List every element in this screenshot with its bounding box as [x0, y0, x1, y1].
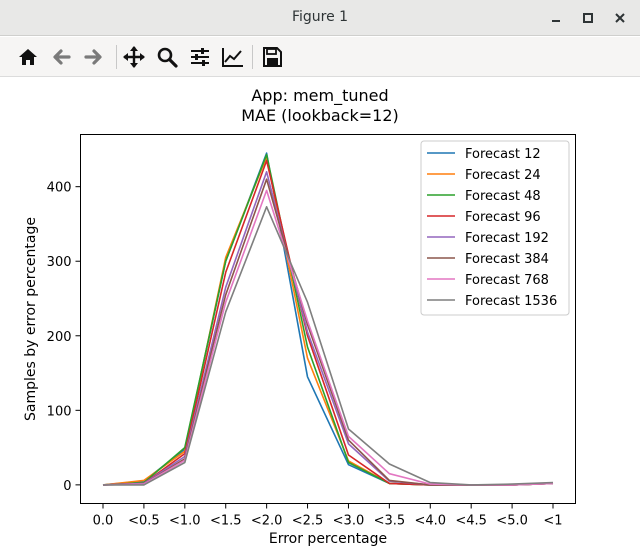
- y-tick-label: 100: [47, 404, 72, 419]
- x-tick-label: <5.0: [496, 514, 528, 529]
- title-bar: Figure 1: [0, 0, 640, 36]
- y-tick-label: 300: [47, 255, 72, 270]
- legend-entry: Forecast 12: [465, 147, 541, 162]
- x-tick-label: <2.5: [292, 514, 324, 529]
- save-button[interactable]: [258, 43, 286, 71]
- save-icon: [263, 47, 282, 67]
- back-icon: [53, 49, 71, 65]
- chart-title-line1: App: mem_tuned: [251, 86, 388, 106]
- configure-subplots-icon: [191, 48, 209, 66]
- legend-entry: Forecast 192: [465, 231, 549, 246]
- home-button[interactable]: [14, 43, 42, 71]
- legend-entry: Forecast 48: [465, 189, 541, 204]
- series-line-forecast-1536: [103, 206, 554, 486]
- forward-icon: [84, 49, 102, 65]
- y-tick-label: 200: [47, 330, 72, 345]
- maximize-icon: [583, 13, 593, 23]
- close-button[interactable]: [610, 8, 630, 28]
- window-title: Figure 1: [291, 9, 349, 25]
- forward-button[interactable]: [80, 43, 108, 71]
- plot-frame: [80, 134, 576, 504]
- toolbar: [0, 37, 640, 77]
- zoom-button[interactable]: [153, 43, 181, 71]
- x-tick-label: <1.5: [210, 514, 242, 529]
- edit-axis-icon: [222, 48, 243, 67]
- configure-subplots-button[interactable]: [186, 43, 214, 71]
- back-button[interactable]: [47, 43, 75, 71]
- legend-entry: Forecast 24: [465, 168, 541, 183]
- maximize-button[interactable]: [578, 8, 598, 28]
- y-tick-label: 0: [63, 479, 71, 494]
- y-tick-label: 400: [47, 181, 72, 196]
- chart-title-line2: MAE (lookback=12): [241, 106, 399, 125]
- x-tick-label: <3.0: [333, 514, 365, 529]
- legend-entry: Forecast 1536: [465, 294, 557, 309]
- legend-box: [420, 140, 570, 316]
- pan-icon: [123, 46, 145, 68]
- figure-canvas[interactable]: App: mem_tuned MAE (lookback=12) 0.0 <0.5…: [0, 77, 640, 556]
- close-icon: [615, 13, 625, 23]
- legend-entry: Forecast 96: [465, 210, 541, 225]
- x-tick-label: <3.5: [374, 514, 406, 529]
- home-icon: [19, 49, 37, 65]
- toolbar-separator: [116, 45, 117, 69]
- x-tick-label: <1: [543, 514, 562, 529]
- x-tick-label: <4.5: [455, 514, 487, 529]
- x-tick-label: <2.0: [251, 514, 283, 529]
- edit-axis-button[interactable]: [219, 43, 247, 71]
- toolbar-separator: [252, 45, 253, 69]
- legend: Forecast 12 Forecast 24 Forecast 48 Forecas…: [420, 140, 570, 316]
- x-tick-label: <4.0: [414, 514, 446, 529]
- y-axis-label: Samples by error percentage: [23, 217, 39, 421]
- minimize-icon: [552, 20, 560, 22]
- zoom-icon: [157, 47, 178, 68]
- legend-entry: Forecast 768: [465, 273, 549, 288]
- x-tick-label: <1.0: [169, 514, 201, 529]
- line-chart: App: mem_tuned MAE (lookback=12) 0.0 <0.5…: [23, 86, 576, 547]
- x-axis-label: Error percentage: [269, 531, 387, 547]
- minimize-button[interactable]: [546, 8, 566, 28]
- x-tick-label: <0.5: [128, 514, 160, 529]
- legend-entry: Forecast 384: [465, 252, 549, 267]
- x-tick-label: 0.0: [93, 514, 114, 529]
- pan-button[interactable]: [120, 43, 148, 71]
